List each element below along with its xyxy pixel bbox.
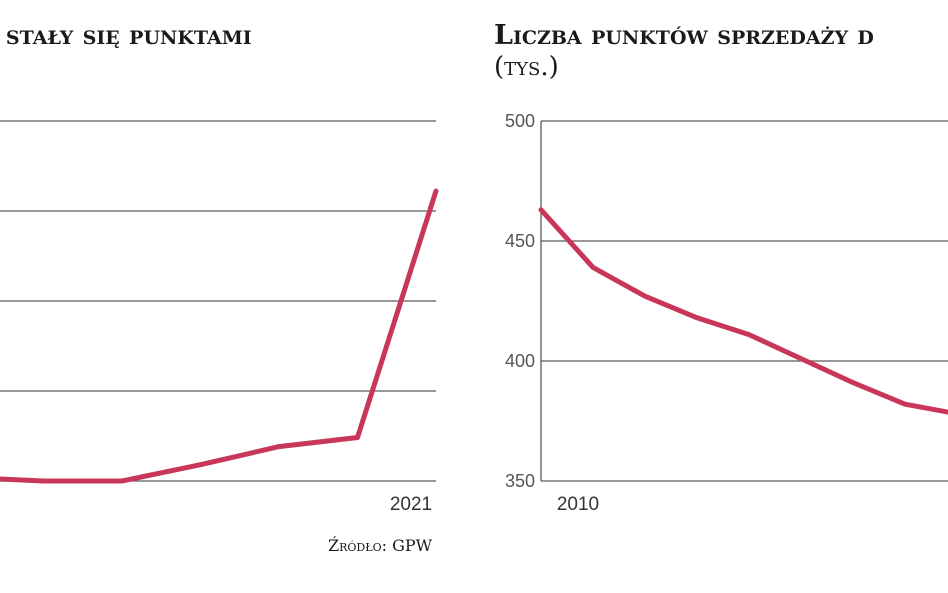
x-tick-label: 2021 <box>390 494 432 515</box>
y-tick-label: 350 <box>505 471 535 491</box>
x-tick-label: 2010 <box>557 494 599 515</box>
chart-2-subtitle: (tys.) <box>494 52 559 82</box>
y-tick-label: 500 <box>505 111 535 131</box>
y-tick-label: 450 <box>505 231 535 251</box>
source-note: Źródło: GPW <box>328 536 433 555</box>
y-tick-label: 400 <box>505 351 535 371</box>
chart-2-title: Liczba punktów sprzedaży d <box>494 20 874 51</box>
chart-1-title: e stały się punktami <box>0 20 252 51</box>
